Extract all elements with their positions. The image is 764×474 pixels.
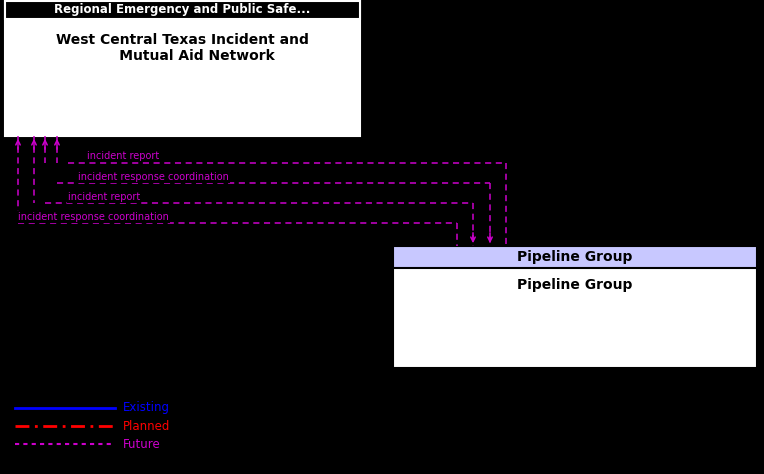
Bar bbox=[5, 1, 360, 136]
Text: Pipeline Group: Pipeline Group bbox=[517, 250, 633, 264]
Text: incident response coordination: incident response coordination bbox=[18, 212, 169, 222]
Text: Future: Future bbox=[123, 438, 160, 450]
Text: Existing: Existing bbox=[123, 401, 170, 414]
Text: incident report: incident report bbox=[87, 151, 159, 161]
Text: incident report: incident report bbox=[68, 192, 141, 202]
Text: incident response coordination: incident response coordination bbox=[78, 172, 229, 182]
Bar bbox=[393, 246, 757, 268]
Bar bbox=[5, 1, 360, 19]
Text: Planned: Planned bbox=[123, 419, 170, 432]
Bar bbox=[393, 246, 757, 368]
Text: Pipeline Group: Pipeline Group bbox=[517, 278, 633, 292]
Text: West Central Texas Incident and
      Mutual Aid Network: West Central Texas Incident and Mutual A… bbox=[56, 33, 309, 63]
Text: Regional Emergency and Public Safe...: Regional Emergency and Public Safe... bbox=[54, 3, 311, 17]
